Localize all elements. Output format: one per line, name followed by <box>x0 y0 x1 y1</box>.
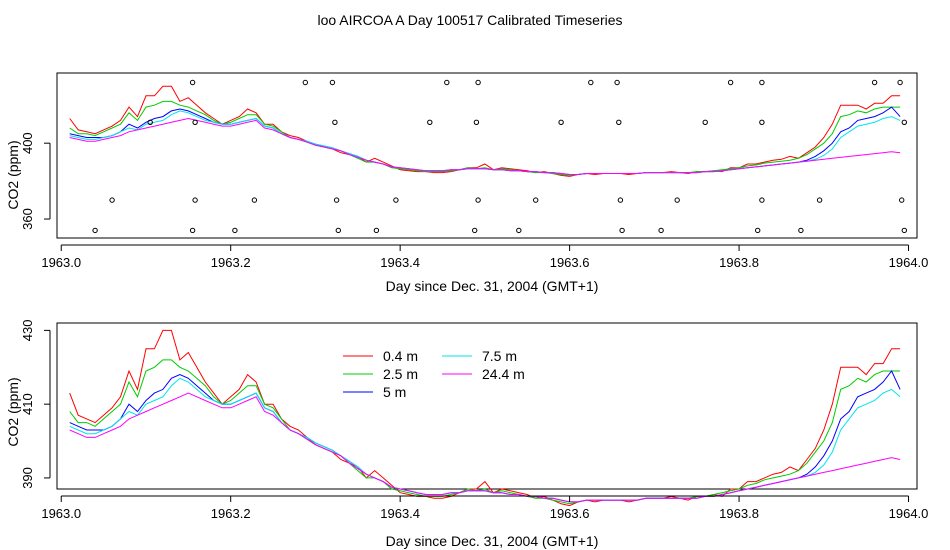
legend-label: 2.5 m <box>383 366 418 382</box>
top-series-2-5-m-line <box>69 100 901 176</box>
top-x-tick-label: 1963.6 <box>550 255 590 270</box>
bottom-y-axis-label: CO2 (ppm) <box>5 377 21 446</box>
bottom-x-tick-label: 1963.2 <box>211 506 251 521</box>
top-flag-marker <box>727 79 734 86</box>
top-flag-marker <box>702 119 708 126</box>
top-flag-marker <box>393 197 399 203</box>
top-flag-marker <box>333 197 340 203</box>
top-x-tick-label: 1963.2 <box>211 255 251 270</box>
top-flag-marker <box>897 79 903 86</box>
bottom-x-tick-label: 1963.4 <box>380 506 420 521</box>
top-flag-marker <box>901 227 907 234</box>
bottom-y-tick-label: 390 <box>20 467 35 489</box>
top-flag-marker <box>335 227 341 234</box>
top-flag-marker <box>444 79 450 86</box>
figure-title: loo AIRCOA A Day 100517 Calibrated Times… <box>317 12 622 28</box>
legend-label: 24.4 m <box>482 366 525 382</box>
top-flag-marker <box>558 119 564 126</box>
top-flag-marker <box>755 227 761 234</box>
top-y-axis-label: CO2 (ppm) <box>5 140 21 209</box>
bottom-x-axis: 1963.0 1963.2 1963.4 1963.6 1963.8 1964.0 <box>41 495 929 521</box>
bottom-series-24-4-m-line <box>69 392 901 503</box>
top-flag-marker <box>332 119 338 126</box>
top-flag-marker <box>302 79 308 86</box>
top-flag-markers <box>92 79 907 234</box>
top-flag-marker <box>901 119 907 126</box>
top-flag-marker <box>475 79 481 86</box>
top-flag-marker <box>189 79 196 86</box>
top-flag-marker <box>189 227 196 234</box>
bottom-plot-frame <box>56 322 918 490</box>
top-flag-marker <box>816 197 823 203</box>
bottom-series-2-5-m-line <box>69 359 901 505</box>
top-flag-marker <box>192 119 198 126</box>
bottom-y-tick-label: 430 <box>20 320 35 342</box>
top-flag-marker <box>798 227 804 234</box>
legend: 0.4 m 2.5 m 5 m 7.5 m 24.4 m <box>343 348 525 400</box>
top-series-24-4-m-line <box>69 117 901 175</box>
top-x-axis: 1963.0 1963.2 1963.4 1963.6 1963.8 1964.0 <box>41 244 929 270</box>
top-x-tick-label: 1963.0 <box>41 255 81 270</box>
top-x-tick-label: 1963.4 <box>380 255 420 270</box>
top-flag-marker <box>192 197 198 203</box>
bottom-series-0-4-m-line <box>69 329 901 507</box>
top-series-lines <box>69 85 901 177</box>
bottom-x-tick-label: 1964.0 <box>889 506 929 521</box>
legend-label: 5 m <box>383 384 406 400</box>
top-panel: 1963.0 1963.2 1963.4 1963.6 1963.8 1964.0 360… <box>5 72 929 294</box>
bottom-x-tick-label: 1963.6 <box>550 506 590 521</box>
top-flag-marker <box>759 119 765 126</box>
top-flag-marker <box>617 197 624 203</box>
bottom-x-axis-label: Day since Dec. 31, 2004 (GMT+1) <box>386 533 599 549</box>
top-flag-marker <box>251 197 258 203</box>
top-flag-marker <box>147 119 153 126</box>
bottom-x-tick-label: 1963.0 <box>41 506 81 521</box>
top-series-0-4-m-line <box>69 85 901 177</box>
bottom-x-tick-label: 1963.8 <box>719 506 759 521</box>
top-flag-marker <box>619 227 625 234</box>
legend-label: 7.5 m <box>482 348 517 364</box>
top-flag-marker <box>588 79 594 86</box>
top-flag-marker <box>472 227 478 234</box>
top-flag-marker <box>899 197 905 203</box>
top-flag-marker <box>109 197 115 203</box>
top-y-axis: 360 400 <box>20 132 51 230</box>
top-flag-marker <box>871 79 878 86</box>
top-flag-marker <box>674 197 680 203</box>
top-flag-marker <box>614 79 620 86</box>
legend-label: 0.4 m <box>383 348 418 364</box>
bottom-panel: 1963.0 1963.2 1963.4 1963.6 1963.8 1964.0 390… <box>5 320 928 549</box>
top-y-tick-label: 400 <box>20 132 35 154</box>
top-flag-marker <box>475 197 481 203</box>
top-flag-marker <box>232 227 238 234</box>
top-plot-frame <box>56 72 918 239</box>
top-flag-marker <box>759 197 765 203</box>
top-x-axis-label: Day since Dec. 31, 2004 (GMT+1) <box>386 278 599 294</box>
top-x-tick-label: 1963.8 <box>719 255 759 270</box>
top-flag-marker <box>427 119 433 126</box>
top-flag-marker <box>533 197 539 203</box>
top-flag-marker <box>92 227 98 234</box>
top-flag-marker <box>759 79 765 86</box>
top-flag-marker <box>473 119 480 126</box>
top-flag-marker <box>373 227 380 234</box>
top-flag-marker <box>616 119 622 126</box>
top-flag-marker <box>516 227 522 234</box>
top-flag-marker <box>658 227 664 234</box>
bottom-y-axis: 390 410 430 <box>20 320 51 489</box>
top-y-tick-label: 360 <box>20 208 35 230</box>
bottom-series-lines <box>69 329 901 507</box>
top-flag-marker <box>329 79 336 86</box>
top-x-tick-label: 1964.0 <box>889 255 929 270</box>
bottom-y-tick-label: 410 <box>20 393 35 415</box>
